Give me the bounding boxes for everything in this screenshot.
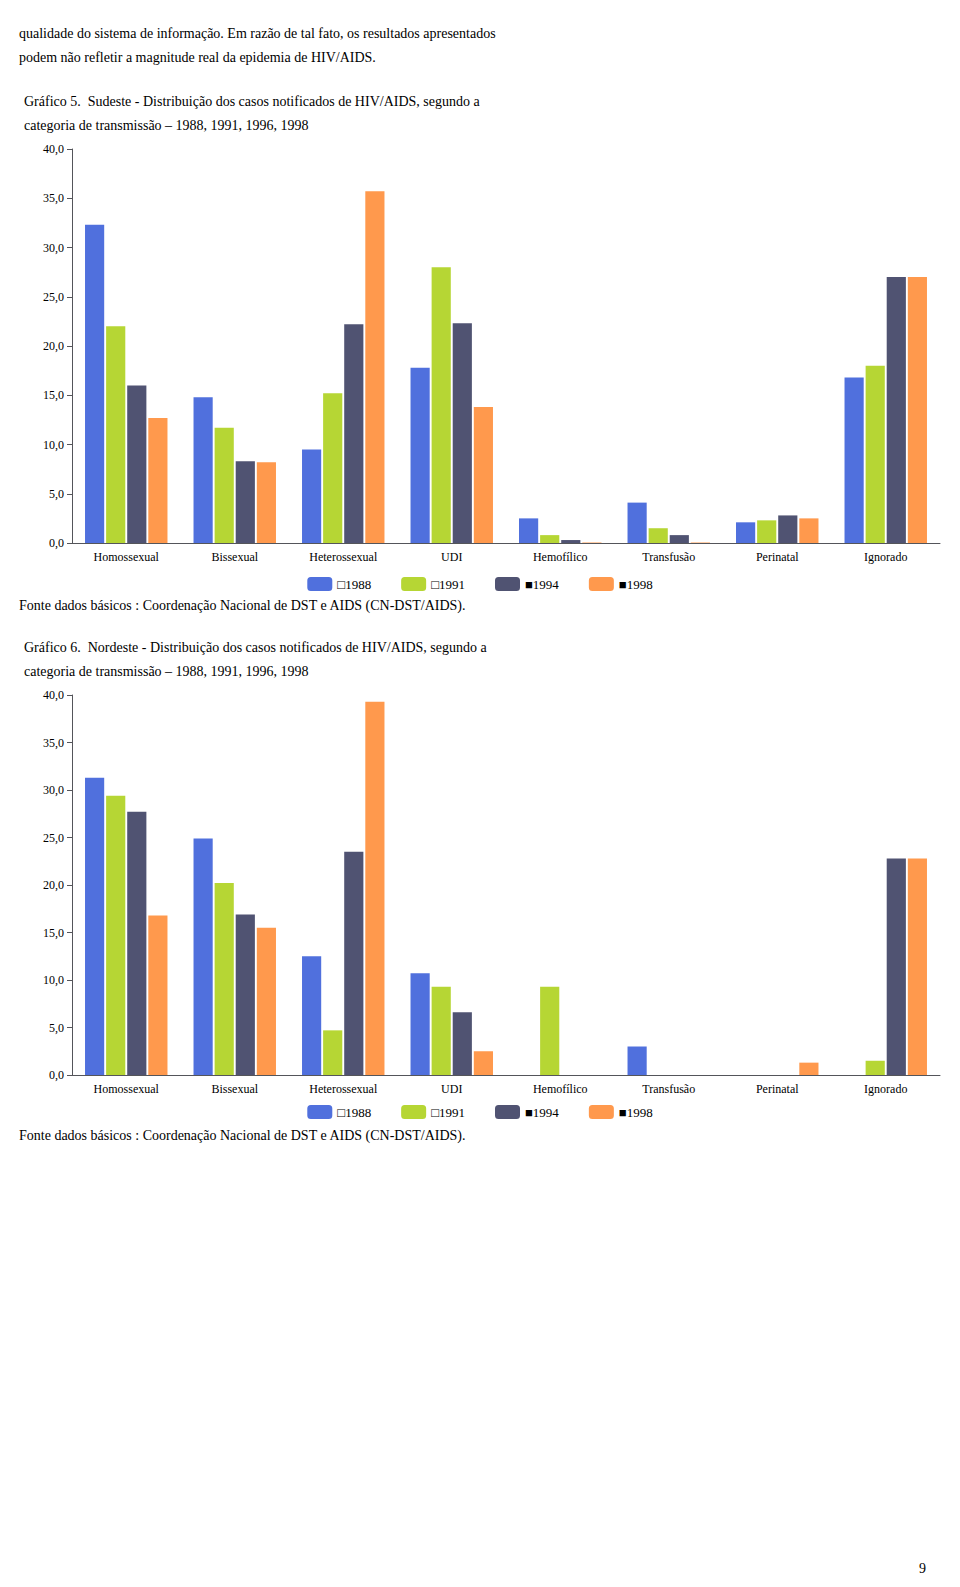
svg-text:Hemofílico: Hemofílico — [533, 1082, 588, 1096]
svg-text:35,0: 35,0 — [43, 191, 64, 205]
svg-text:25,0: 25,0 — [43, 290, 64, 304]
svg-text:Bissexual: Bissexual — [211, 550, 258, 564]
svg-text:10,0: 10,0 — [43, 438, 64, 452]
svg-text:Fonte dados básicos : Coordena: Fonte dados básicos : Coordenação Nacion… — [19, 1128, 466, 1144]
svg-text:30,0: 30,0 — [43, 783, 64, 797]
svg-text:□1988: □1988 — [337, 577, 371, 592]
svg-text:■1998: ■1998 — [619, 1105, 653, 1120]
svg-text:Perinatal: Perinatal — [756, 550, 799, 564]
svg-text:Gráfico 6. Nordeste - Distrib: Gráfico 6. Nordeste - Distribuição dos c… — [24, 640, 487, 655]
svg-text:Transfusão: Transfusão — [642, 550, 695, 564]
svg-text:Transfusão: Transfusão — [642, 1082, 695, 1096]
svg-text:Gráfico 5. Sudeste - Distribu: Gráfico 5. Sudeste - Distribuição dos ca… — [24, 94, 480, 109]
svg-text:■1994: ■1994 — [525, 1105, 559, 1120]
svg-text:Ignorado: Ignorado — [864, 1082, 907, 1096]
svg-text:40,0: 40,0 — [43, 142, 64, 156]
svg-text:20,0: 20,0 — [43, 878, 64, 892]
svg-text:Ignorado: Ignorado — [864, 550, 907, 564]
svg-text:Bissexual: Bissexual — [211, 1082, 258, 1096]
svg-text:□1991: □1991 — [431, 577, 465, 592]
svg-text:15,0: 15,0 — [43, 926, 64, 940]
svg-text:30,0: 30,0 — [43, 241, 64, 255]
svg-text:35,0: 35,0 — [43, 736, 64, 750]
svg-text:25,0: 25,0 — [43, 831, 64, 845]
svg-text:Homossexual: Homossexual — [94, 550, 160, 564]
svg-text:UDI: UDI — [441, 550, 462, 564]
svg-text:20,0: 20,0 — [43, 339, 64, 353]
svg-text:categoria de transmissão – 198: categoria de transmissão – 1988, 1991, 1… — [24, 118, 309, 133]
svg-text:qualidade do sistema de inform: qualidade do sistema de informação. Em r… — [19, 26, 496, 41]
svg-text:■1998: ■1998 — [619, 577, 653, 592]
svg-text:40,0: 40,0 — [43, 688, 64, 702]
svg-text:Heterossexual: Heterossexual — [309, 550, 378, 564]
svg-text:5,0: 5,0 — [49, 487, 64, 501]
svg-text:□1991: □1991 — [431, 1105, 465, 1120]
svg-text:Hemofílico: Hemofílico — [533, 550, 588, 564]
svg-text:15,0: 15,0 — [43, 388, 64, 402]
svg-text:0,0: 0,0 — [49, 1068, 64, 1082]
svg-text:9: 9 — [919, 1561, 926, 1576]
svg-text:Heterossexual: Heterossexual — [309, 1082, 378, 1096]
svg-text:□1988: □1988 — [337, 1105, 371, 1120]
svg-text:categoria de transmissão – 198: categoria de transmissão – 1988, 1991, 1… — [24, 664, 309, 679]
svg-text:■1994: ■1994 — [525, 577, 559, 592]
svg-text:Fonte dados básicos : Coordena: Fonte dados básicos : Coordenação Nacion… — [19, 598, 466, 614]
svg-text:5,0: 5,0 — [49, 1021, 64, 1035]
svg-text:UDI: UDI — [441, 1082, 462, 1096]
svg-text:Perinatal: Perinatal — [756, 1082, 799, 1096]
svg-text:Homossexual: Homossexual — [94, 1082, 160, 1096]
svg-text:0,0: 0,0 — [49, 536, 64, 550]
svg-text:10,0: 10,0 — [43, 973, 64, 987]
svg-text:podem não refletir a magnitude: podem não refletir a magnitude real da e… — [19, 50, 376, 65]
